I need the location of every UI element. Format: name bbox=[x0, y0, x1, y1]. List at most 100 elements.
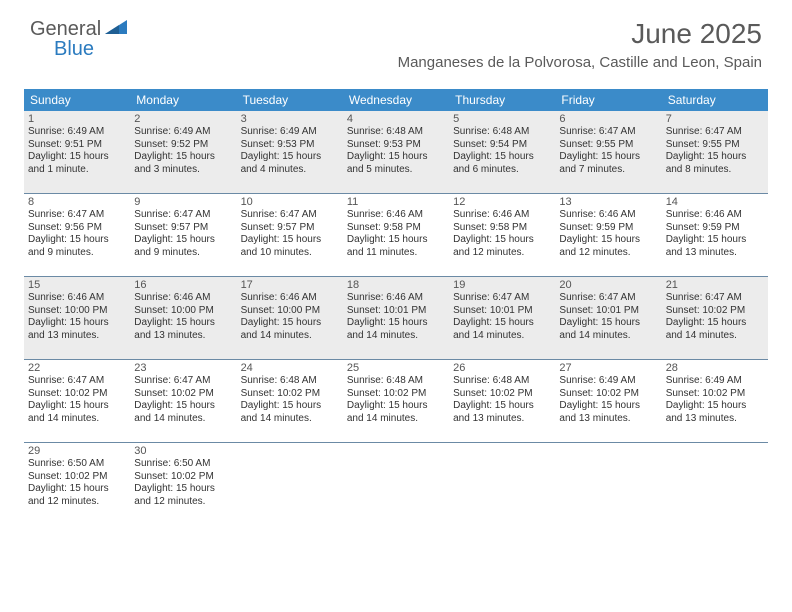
sunrise-line: Sunrise: 6:47 AM bbox=[559, 126, 657, 139]
weekday-thursday: Thursday bbox=[449, 89, 555, 111]
day-number: 19 bbox=[453, 279, 551, 291]
day-cell: 26Sunrise: 6:48 AMSunset: 10:02 PMDaylig… bbox=[449, 360, 555, 442]
day-number: 23 bbox=[134, 362, 232, 374]
sunrise-line: Sunrise: 6:48 AM bbox=[453, 126, 551, 139]
sunrise-line: Sunrise: 6:46 AM bbox=[347, 292, 445, 305]
daylight-line: Daylight: 15 hours and 13 minutes. bbox=[28, 317, 126, 342]
sunset-line: Sunset: 10:02 PM bbox=[559, 388, 657, 401]
day-cell: 1Sunrise: 6:49 AMSunset: 9:51 PMDaylight… bbox=[24, 111, 130, 193]
weekday-friday: Friday bbox=[555, 89, 661, 111]
sunset-line: Sunset: 10:00 PM bbox=[241, 305, 339, 318]
day-cell: 22Sunrise: 6:47 AMSunset: 10:02 PMDaylig… bbox=[24, 360, 130, 442]
daylight-line: Daylight: 15 hours and 13 minutes. bbox=[559, 400, 657, 425]
sunrise-line: Sunrise: 6:47 AM bbox=[134, 375, 232, 388]
daylight-line: Daylight: 15 hours and 4 minutes. bbox=[241, 151, 339, 176]
week-row: 29Sunrise: 6:50 AMSunset: 10:02 PMDaylig… bbox=[24, 443, 768, 525]
daylight-line: Daylight: 15 hours and 6 minutes. bbox=[453, 151, 551, 176]
day-cell: 21Sunrise: 6:47 AMSunset: 10:02 PMDaylig… bbox=[662, 277, 768, 359]
calendar: Sunday Monday Tuesday Wednesday Thursday… bbox=[24, 89, 768, 525]
day-cell: 29Sunrise: 6:50 AMSunset: 10:02 PMDaylig… bbox=[24, 443, 130, 525]
sunset-line: Sunset: 10:01 PM bbox=[453, 305, 551, 318]
sunset-line: Sunset: 10:01 PM bbox=[559, 305, 657, 318]
sunset-line: Sunset: 10:02 PM bbox=[347, 388, 445, 401]
daylight-line: Daylight: 15 hours and 3 minutes. bbox=[134, 151, 232, 176]
day-number: 12 bbox=[453, 196, 551, 208]
daylight-line: Daylight: 15 hours and 13 minutes. bbox=[666, 234, 764, 259]
day-cell: 12Sunrise: 6:46 AMSunset: 9:58 PMDayligh… bbox=[449, 194, 555, 276]
sunrise-line: Sunrise: 6:47 AM bbox=[28, 375, 126, 388]
sunrise-line: Sunrise: 6:49 AM bbox=[28, 126, 126, 139]
day-cell bbox=[237, 443, 343, 525]
sunset-line: Sunset: 9:53 PM bbox=[347, 139, 445, 152]
sunset-line: Sunset: 10:02 PM bbox=[134, 388, 232, 401]
daylight-line: Daylight: 15 hours and 9 minutes. bbox=[134, 234, 232, 259]
sunrise-line: Sunrise: 6:48 AM bbox=[347, 375, 445, 388]
day-number: 9 bbox=[134, 196, 232, 208]
sunrise-line: Sunrise: 6:46 AM bbox=[134, 292, 232, 305]
week-row: 1Sunrise: 6:49 AMSunset: 9:51 PMDaylight… bbox=[24, 111, 768, 194]
day-number: 13 bbox=[559, 196, 657, 208]
sunset-line: Sunset: 9:57 PM bbox=[241, 222, 339, 235]
sunset-line: Sunset: 9:56 PM bbox=[28, 222, 126, 235]
day-cell bbox=[662, 443, 768, 525]
day-number: 18 bbox=[347, 279, 445, 291]
sunrise-line: Sunrise: 6:46 AM bbox=[453, 209, 551, 222]
sunrise-line: Sunrise: 6:46 AM bbox=[666, 209, 764, 222]
daylight-line: Daylight: 15 hours and 10 minutes. bbox=[241, 234, 339, 259]
day-number: 20 bbox=[559, 279, 657, 291]
daylight-line: Daylight: 15 hours and 14 minutes. bbox=[134, 400, 232, 425]
sunrise-line: Sunrise: 6:46 AM bbox=[28, 292, 126, 305]
daylight-line: Daylight: 15 hours and 8 minutes. bbox=[666, 151, 764, 176]
sunrise-line: Sunrise: 6:46 AM bbox=[241, 292, 339, 305]
day-number: 27 bbox=[559, 362, 657, 374]
sunrise-line: Sunrise: 6:48 AM bbox=[347, 126, 445, 139]
sunset-line: Sunset: 10:02 PM bbox=[666, 388, 764, 401]
day-cell: 18Sunrise: 6:46 AMSunset: 10:01 PMDaylig… bbox=[343, 277, 449, 359]
week-row: 22Sunrise: 6:47 AMSunset: 10:02 PMDaylig… bbox=[24, 360, 768, 443]
daylight-line: Daylight: 15 hours and 14 minutes. bbox=[453, 317, 551, 342]
day-cell: 17Sunrise: 6:46 AMSunset: 10:00 PMDaylig… bbox=[237, 277, 343, 359]
day-number: 14 bbox=[666, 196, 764, 208]
sunset-line: Sunset: 10:01 PM bbox=[347, 305, 445, 318]
weekday-monday: Monday bbox=[130, 89, 236, 111]
sunset-line: Sunset: 10:02 PM bbox=[241, 388, 339, 401]
day-number: 7 bbox=[666, 113, 764, 125]
sunset-line: Sunset: 9:51 PM bbox=[28, 139, 126, 152]
day-number: 10 bbox=[241, 196, 339, 208]
sunrise-line: Sunrise: 6:49 AM bbox=[241, 126, 339, 139]
day-number: 6 bbox=[559, 113, 657, 125]
day-number: 25 bbox=[347, 362, 445, 374]
sunrise-line: Sunrise: 6:47 AM bbox=[241, 209, 339, 222]
day-cell: 2Sunrise: 6:49 AMSunset: 9:52 PMDaylight… bbox=[130, 111, 236, 193]
sunrise-line: Sunrise: 6:47 AM bbox=[666, 292, 764, 305]
sunset-line: Sunset: 9:52 PM bbox=[134, 139, 232, 152]
day-cell: 30Sunrise: 6:50 AMSunset: 10:02 PMDaylig… bbox=[130, 443, 236, 525]
daylight-line: Daylight: 15 hours and 12 minutes. bbox=[453, 234, 551, 259]
sunrise-line: Sunrise: 6:50 AM bbox=[134, 458, 232, 471]
day-cell: 19Sunrise: 6:47 AMSunset: 10:01 PMDaylig… bbox=[449, 277, 555, 359]
logo-text-blue: Blue bbox=[54, 38, 94, 60]
day-cell: 7Sunrise: 6:47 AMSunset: 9:55 PMDaylight… bbox=[662, 111, 768, 193]
daylight-line: Daylight: 15 hours and 14 minutes. bbox=[241, 317, 339, 342]
week-row: 8Sunrise: 6:47 AMSunset: 9:56 PMDaylight… bbox=[24, 194, 768, 277]
sunset-line: Sunset: 10:02 PM bbox=[28, 388, 126, 401]
daylight-line: Daylight: 15 hours and 7 minutes. bbox=[559, 151, 657, 176]
sunrise-line: Sunrise: 6:47 AM bbox=[453, 292, 551, 305]
daylight-line: Daylight: 15 hours and 14 minutes. bbox=[666, 317, 764, 342]
title-month: June 2025 bbox=[30, 18, 762, 50]
sunrise-line: Sunrise: 6:48 AM bbox=[241, 375, 339, 388]
day-number: 24 bbox=[241, 362, 339, 374]
day-cell: 27Sunrise: 6:49 AMSunset: 10:02 PMDaylig… bbox=[555, 360, 661, 442]
sunrise-line: Sunrise: 6:46 AM bbox=[347, 209, 445, 222]
sunrise-line: Sunrise: 6:47 AM bbox=[28, 209, 126, 222]
daylight-line: Daylight: 15 hours and 13 minutes. bbox=[453, 400, 551, 425]
weeks-container: 1Sunrise: 6:49 AMSunset: 9:51 PMDaylight… bbox=[24, 111, 768, 525]
day-number: 1 bbox=[28, 113, 126, 125]
daylight-line: Daylight: 15 hours and 12 minutes. bbox=[28, 483, 126, 508]
title-location: Manganeses de la Polvorosa, Castille and… bbox=[30, 54, 762, 71]
logo-triangle-icon bbox=[105, 18, 127, 41]
day-number: 2 bbox=[134, 113, 232, 125]
day-cell: 11Sunrise: 6:46 AMSunset: 9:58 PMDayligh… bbox=[343, 194, 449, 276]
daylight-line: Daylight: 15 hours and 14 minutes. bbox=[241, 400, 339, 425]
sunrise-line: Sunrise: 6:49 AM bbox=[666, 375, 764, 388]
